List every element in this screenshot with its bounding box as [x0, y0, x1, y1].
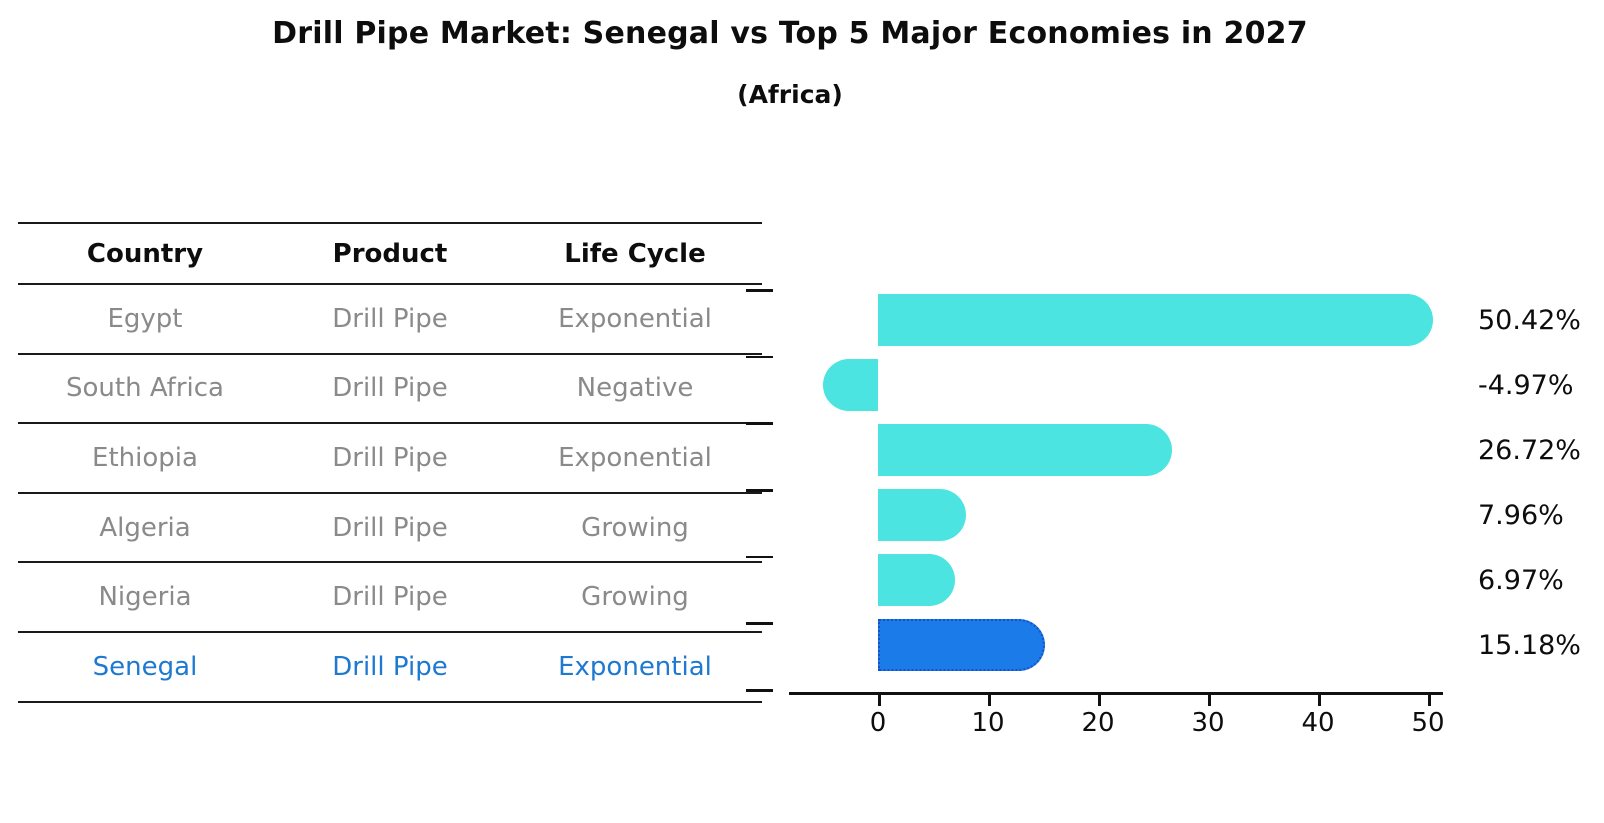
cell-life-cycle: Growing	[581, 582, 689, 613]
cell-country: South Africa	[66, 373, 224, 404]
column-header-country: Country	[86, 238, 204, 269]
bar-highlight-senegal	[878, 619, 1045, 671]
cell-product: Drill Pipe	[332, 303, 448, 334]
x-axis-tick-label: 10	[971, 708, 1005, 738]
table-row: South Africa Drill Pipe Negative	[18, 355, 762, 425]
bar-ethiopia	[878, 424, 1172, 476]
y-axis-tick	[746, 355, 773, 359]
table-row: Algeria Drill Pipe Growing	[18, 494, 762, 564]
bar-egypt	[878, 294, 1433, 346]
table-row: Egypt Drill Pipe Exponential	[18, 285, 762, 355]
y-axis-tick	[746, 689, 773, 692]
cell-country: Algeria	[99, 512, 191, 543]
x-axis-tick-label: 50	[1411, 708, 1445, 738]
table-row: Ethiopia Drill Pipe Exponential	[18, 424, 762, 494]
cell-country: Egypt	[107, 303, 183, 334]
cell-product: Drill Pipe	[332, 582, 448, 613]
bar-value-label: 15.18%	[1478, 629, 1581, 661]
column-header-life-cycle: Life Cycle	[564, 238, 706, 269]
x-axis-tick-label: 40	[1301, 708, 1335, 738]
bar-algeria	[878, 489, 966, 541]
cell-country: Senegal	[92, 651, 198, 682]
x-axis-tick-label: 0	[869, 708, 887, 738]
x-axis-tick	[1208, 695, 1211, 706]
y-axis-tick	[746, 622, 773, 625]
table-body: Egypt Drill Pipe Exponential South Africa Dr…	[18, 285, 762, 703]
cell-life-cycle: Growing	[581, 512, 689, 543]
cell-product: Drill Pipe	[332, 512, 448, 543]
cell-life-cycle: Exponential	[558, 442, 712, 473]
cell-country: Nigeria	[98, 582, 192, 613]
chart-subtitle: (Africa)	[737, 80, 843, 109]
column-header-product: Product	[332, 238, 448, 269]
cell-country: Ethiopia	[92, 442, 198, 473]
bar-value-label: 50.42%	[1478, 304, 1581, 336]
cell-product: Drill Pipe	[332, 373, 448, 404]
bar-value-label: 7.96%	[1478, 499, 1564, 531]
table-header-row: Country Product Life Cycle	[18, 224, 762, 285]
y-axis-tick	[746, 422, 773, 425]
bar-south-africa	[823, 359, 878, 411]
x-axis-tick	[988, 695, 991, 706]
y-axis-tick	[746, 555, 773, 559]
x-axis-tick-label: 30	[1191, 708, 1225, 738]
bar-value-label: 6.97%	[1478, 564, 1564, 596]
y-axis-tick	[746, 489, 773, 492]
x-axis-tick	[1098, 695, 1101, 706]
x-axis-tick-label: 20	[1081, 708, 1115, 738]
bar-value-label: 26.72%	[1478, 434, 1581, 466]
x-axis-tick	[878, 695, 881, 706]
cell-life-cycle: Negative	[576, 373, 694, 404]
chart-title: Drill Pipe Market: Senegal vs Top 5 Majo…	[272, 16, 1308, 51]
table-row: Nigeria Drill Pipe Growing	[18, 563, 762, 633]
x-axis-line	[789, 692, 1443, 695]
country-table: Country Product Life Cycle Egypt Drill Pi…	[18, 222, 762, 703]
x-axis-tick	[1428, 695, 1431, 706]
cell-product: Drill Pipe	[332, 651, 448, 682]
x-axis-tick	[1318, 695, 1321, 706]
table-row: Senegal Drill Pipe Exponential	[18, 633, 762, 703]
y-axis-tick	[746, 289, 773, 292]
bar-value-label: -4.97%	[1478, 369, 1574, 401]
cell-life-cycle: Exponential	[558, 651, 712, 682]
cell-product: Drill Pipe	[332, 442, 448, 473]
cell-life-cycle: Exponential	[558, 303, 712, 334]
bar-nigeria	[878, 554, 955, 606]
